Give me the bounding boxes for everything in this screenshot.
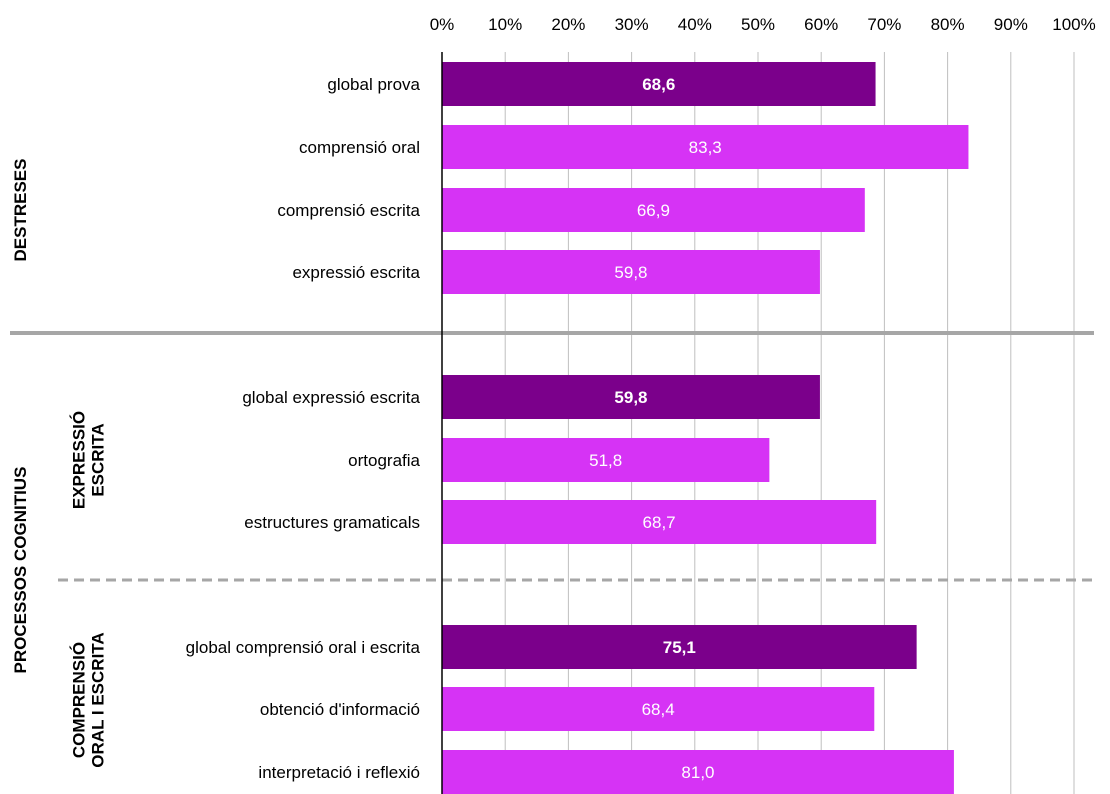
bar-1 — [442, 125, 969, 169]
category-label: global prova — [327, 75, 420, 94]
group-label-expressio-escrita-line-1: EXPRESSIÓ — [70, 411, 89, 509]
data-label: 66,9 — [637, 201, 670, 220]
data-label: 81,0 — [681, 763, 714, 782]
category-label: estructures gramaticals — [244, 513, 420, 532]
data-label: 75,1 — [663, 638, 696, 657]
group-label-comprensio-oral-escrita-line-2: ORAL I ESCRITA — [89, 632, 108, 767]
x-tick-label: 60% — [804, 15, 838, 34]
bar-0 — [442, 62, 876, 106]
data-label: 59,8 — [614, 263, 647, 282]
x-axis-ticks: 0% 10% 20% 30% 40% 50% 60% 70% 80% 90% 100% — [430, 15, 1096, 34]
data-label: 59,8 — [614, 388, 647, 407]
x-tick-label: 90% — [994, 15, 1028, 34]
x-tick-label: 100% — [1052, 15, 1095, 34]
bar-8 — [442, 687, 875, 731]
x-tick-label: 50% — [741, 15, 775, 34]
group-labels: DESTRESES PROCESSOS COGNITIUS EXPRESSIÓESC… — [11, 159, 108, 768]
group-label-expressio-escrita: EXPRESSIÓESCRITA — [70, 411, 108, 509]
category-label: obtenció d'informació — [260, 700, 420, 719]
category-label: interpretació i reflexió — [258, 763, 420, 782]
category-label: global comprensió oral i escrita — [186, 638, 421, 657]
bar-5 — [442, 438, 770, 482]
bar-2 — [442, 188, 865, 232]
bars: 68,6 83,3 66,9 59,8 59,8 51,8 68,7 75,1 68,4 81,0 — [442, 62, 969, 794]
data-label: 51,8 — [589, 451, 622, 470]
data-label: 83,3 — [689, 138, 722, 157]
category-label: comprensió escrita — [277, 201, 420, 220]
group-label-comprensio-oral-escrita-line-1: COMPRENSIÓ — [70, 642, 89, 758]
category-label: comprensió oral — [299, 138, 420, 157]
x-tick-label: 0% — [430, 15, 455, 34]
x-tick-label: 40% — [678, 15, 712, 34]
bar-3 — [442, 250, 820, 294]
group-label-comprensio-oral-escrita: COMPRENSIÓORAL I ESCRITA — [70, 632, 108, 767]
data-label: 68,7 — [643, 513, 676, 532]
bar-9 — [442, 750, 954, 794]
category-label: ortografia — [348, 451, 420, 470]
x-tick-label: 10% — [488, 15, 522, 34]
bar-4 — [442, 375, 820, 419]
gridlines — [504, 52, 1075, 794]
group-label-expressio-escrita-line-2: ESCRITA — [89, 423, 108, 496]
data-label: 68,6 — [642, 75, 675, 94]
group-label-destreses: DESTRESES — [11, 159, 30, 262]
group-label-processos-cognitius: PROCESSOS COGNITIUS — [11, 467, 30, 674]
category-labels: global prova comprensió oral comprensió es… — [186, 75, 421, 782]
x-tick-label: 70% — [867, 15, 901, 34]
x-tick-label: 30% — [615, 15, 649, 34]
data-label: 68,4 — [642, 700, 675, 719]
x-tick-label: 80% — [931, 15, 965, 34]
x-tick-label: 20% — [551, 15, 585, 34]
bar-7 — [442, 625, 917, 669]
category-label: global expressió escrita — [242, 388, 420, 407]
bar-6 — [442, 500, 877, 544]
category-label: expressió escrita — [292, 263, 420, 282]
group-separators — [10, 331, 1094, 582]
